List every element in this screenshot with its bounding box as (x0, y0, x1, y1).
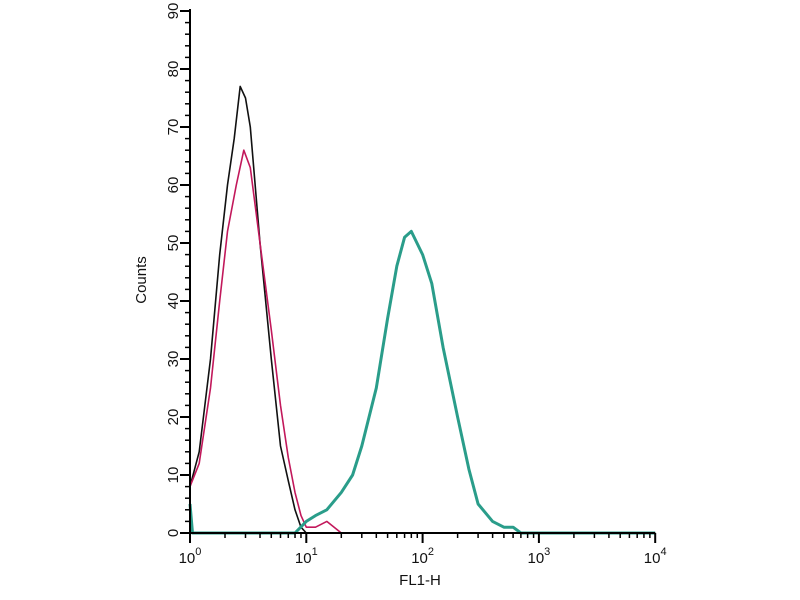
y-tick-label: 0 (165, 529, 182, 537)
x-axis-label: FL1-H (399, 572, 441, 589)
x-tick-base: 10 (295, 550, 312, 567)
y-tick-label: 70 (165, 119, 182, 136)
y-tick-label: 40 (165, 293, 182, 310)
x-tick-base: 10 (179, 550, 196, 567)
y-tick-label: 50 (165, 235, 182, 252)
y-tick-label: 60 (165, 177, 182, 194)
x-tick-exponent: 3 (544, 546, 550, 558)
x-tick-exponent: 0 (195, 546, 201, 558)
y-tick-label: 10 (165, 467, 182, 484)
x-tick-exponent: 1 (312, 546, 318, 558)
series-line-0 (189, 85, 656, 534)
x-tick-label: 100 (179, 546, 202, 567)
x-tick-base: 10 (527, 550, 544, 567)
x-tick-label: 102 (411, 546, 434, 567)
x-tick-label: 101 (295, 546, 318, 567)
series-layer (188, 85, 656, 535)
x-tick-label: 104 (644, 546, 667, 567)
series-line-2 (188, 229, 656, 535)
y-tick-label: 30 (165, 351, 182, 368)
x-tick-base: 10 (644, 550, 661, 567)
x-tick-exponent: 2 (428, 546, 434, 558)
x-tick-base: 10 (411, 550, 428, 567)
y-tick-label: 20 (165, 409, 182, 426)
x-tick-label: 103 (527, 546, 550, 567)
x-tick-exponent: 4 (660, 546, 666, 558)
series-line-1 (189, 149, 656, 534)
y-tick-label: 80 (165, 61, 182, 78)
y-axis-label: Counts (133, 256, 150, 304)
y-tick-label: 90 (165, 3, 182, 20)
